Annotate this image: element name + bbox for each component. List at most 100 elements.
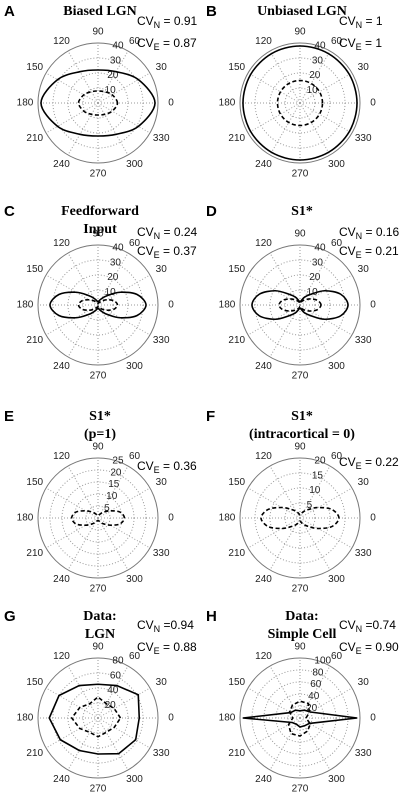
angle-tick-label: 270: [90, 169, 107, 180]
cv-base: CV: [339, 244, 356, 258]
cv-subscript: E: [154, 465, 160, 475]
angle-tick-label: 90: [92, 642, 104, 653]
angle-tick-label: 300: [126, 159, 143, 170]
angle-tick-label: 120: [255, 238, 272, 249]
r-tick-label: 40: [314, 243, 326, 254]
tuning-curve: [70, 695, 122, 738]
angle-tick-label: 240: [53, 159, 70, 170]
angle-tick-label: 330: [355, 335, 372, 346]
angle-tick-label: 30: [358, 62, 370, 73]
panel-title: Data:: [285, 609, 318, 624]
r-tick-label: 10: [307, 287, 319, 298]
r-tick-label: 25: [112, 456, 124, 467]
cv-subscript: N: [356, 20, 363, 30]
r-tick-label: 5: [307, 500, 313, 511]
cv-subscript: N: [356, 231, 363, 241]
r-tick-label: 20: [309, 272, 321, 283]
angle-tick-label: 30: [358, 264, 370, 275]
grid-spoke: [299, 517, 331, 571]
grid-ring: [37, 657, 159, 779]
r-tick-label: 10: [105, 287, 117, 298]
grid-spoke: [97, 304, 151, 336]
panel-letter: C: [4, 203, 15, 220]
cv-base: CV: [137, 618, 154, 632]
grid-spoke: [299, 102, 353, 134]
panel-title: Simple Cell: [268, 627, 337, 642]
panel-letter: G: [4, 608, 16, 625]
polar-panel: D S1* 10 20 30 40 0 30 60 90 120 150 180 210 240 270 300…: [206, 203, 400, 382]
grid-spoke: [45, 274, 99, 306]
cv-base: CV: [137, 244, 154, 258]
grid-spoke: [67, 252, 99, 306]
r-tick-label: 40: [112, 41, 124, 52]
angle-tick-label: 0: [370, 513, 376, 524]
tuning-curve: [70, 509, 126, 527]
angle-tick-label: 60: [331, 238, 343, 249]
angle-tick-label: 330: [153, 748, 170, 759]
angle-tick-label: 90: [92, 442, 104, 453]
angle-tick-label: 210: [26, 335, 43, 346]
angle-tick-label: 240: [53, 574, 70, 585]
cv-annotation: CVN = 0.91: [137, 14, 198, 30]
cv-value: = 0.88: [160, 640, 197, 654]
grid-spoke: [97, 102, 129, 156]
grid-spoke: [269, 717, 301, 771]
panel-letter: E: [4, 408, 14, 425]
angle-tick-label: 90: [92, 229, 104, 240]
r-tick-label: 10: [105, 85, 117, 96]
angle-tick-label: 60: [331, 36, 343, 47]
r-tick-label: 20: [110, 467, 122, 478]
angle-tick-label: 270: [292, 169, 309, 180]
r-tick-label: 10: [307, 85, 319, 96]
polar-panel: G Data:LGN2040608003060901201501802102402…: [4, 608, 197, 795]
cv-base: CV: [339, 14, 356, 28]
angle-tick-label: 30: [156, 264, 168, 275]
panel-title: (p=1): [84, 427, 116, 442]
angle-tick-label: 300: [328, 774, 345, 785]
grid-spoke: [299, 517, 353, 549]
panel-letter: A: [4, 3, 15, 20]
angle-tick-label: 120: [53, 238, 70, 249]
angle-tick-label: 150: [228, 62, 245, 73]
r-tick-label: 30: [312, 257, 324, 268]
angle-tick-label: 90: [92, 27, 104, 38]
cv-annotation: CVE = 0.87: [137, 36, 197, 52]
angle-tick-label: 0: [168, 513, 174, 524]
angle-tick-label: 60: [129, 451, 141, 462]
grid-spoke: [45, 72, 99, 104]
cv-base: CV: [137, 640, 154, 654]
cv-value: = 0.24: [160, 225, 197, 239]
r-tick-label: 30: [110, 257, 122, 268]
angle-tick-label: 180: [219, 513, 236, 524]
cv-annotation: CVN = 1: [339, 14, 383, 30]
angle-tick-label: 240: [53, 361, 70, 372]
polar-panel: F S1* (intracortical = 0) 5 10 15 20 0 30 60 90 120…: [206, 408, 399, 595]
angle-tick-label: 90: [294, 642, 306, 653]
angle-tick-label: 210: [26, 748, 43, 759]
cv-value: = 0.21: [362, 244, 399, 258]
angle-tick-label: 30: [156, 477, 168, 488]
panel-title: (intracortical = 0): [249, 427, 355, 442]
angle-tick-label: 240: [53, 774, 70, 785]
panel-letter: B: [206, 3, 217, 20]
cv-annotation: CVN =0.94: [137, 618, 194, 634]
grid-spoke: [247, 687, 301, 719]
r-tick-label: 30: [110, 55, 122, 66]
grid-spoke: [269, 102, 301, 156]
angle-tick-label: 0: [370, 713, 376, 724]
panel-title: Input: [83, 222, 117, 237]
r-tick-label: 80: [312, 667, 324, 678]
angle-tick-label: 150: [228, 677, 245, 688]
cv-annotation: CVN = 0.24: [137, 225, 198, 241]
angle-tick-label: 0: [168, 98, 174, 109]
angle-tick-label: 300: [328, 574, 345, 585]
grid-spoke: [299, 665, 331, 719]
angle-tick-label: 0: [168, 713, 174, 724]
r-tick-label: 40: [107, 685, 119, 696]
grid-ring: [239, 457, 361, 579]
angle-tick-label: 90: [294, 442, 306, 453]
grid-ring: [239, 657, 361, 779]
angle-tick-label: 120: [53, 451, 70, 462]
